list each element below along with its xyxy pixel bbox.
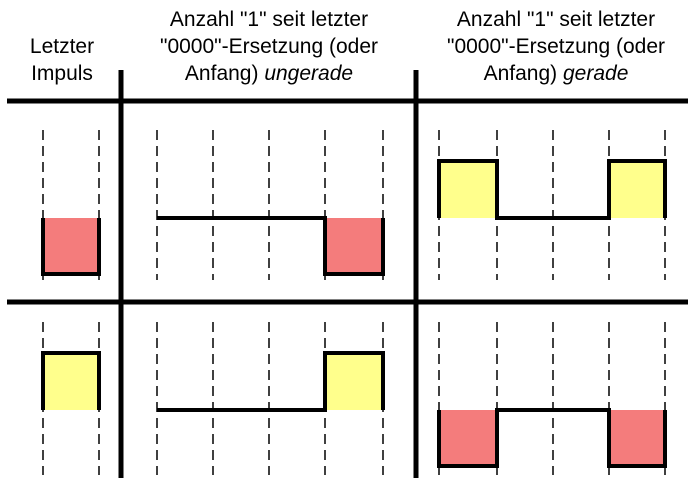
waveform-row2-odd bbox=[157, 351, 385, 412]
header-last-pulse-line2: Impuls bbox=[31, 62, 93, 85]
negative-pulse-fill bbox=[609, 410, 665, 466]
negative-pulse-fill bbox=[439, 410, 497, 466]
header-even-line3-italic: gerade bbox=[563, 62, 629, 85]
header-even-line1: Anzahl "1" seit letzter bbox=[456, 8, 656, 31]
negative-pulse-fill bbox=[43, 218, 99, 274]
waveform-row1-odd bbox=[157, 216, 385, 276]
waveform-row2-even bbox=[437, 408, 667, 468]
header-odd-line2: "0000"-Ersetzung (oder bbox=[159, 35, 379, 58]
positive-pulse-fill bbox=[43, 353, 99, 410]
header-even-line2: "0000"-Ersetzung (oder bbox=[446, 35, 666, 58]
header-even-count: Anzahl "1" seit letzter "0000"-Ersetzung… bbox=[412, 6, 700, 87]
pulse-fills bbox=[43, 161, 665, 466]
header-odd-count: Anzahl "1" seit letzter "0000"-Ersetzung… bbox=[122, 6, 416, 87]
waveform-row2-last bbox=[41, 351, 101, 410]
clock-lines-row2 bbox=[42, 322, 666, 475]
header-last-pulse-line1: Letzter bbox=[29, 35, 95, 58]
grid-lines bbox=[7, 70, 688, 478]
waveform-row1-last bbox=[41, 218, 101, 276]
positive-pulse-fill bbox=[325, 353, 383, 410]
positive-pulse-fill bbox=[609, 161, 665, 218]
header-odd-line1: Anzahl "1" seit letzter bbox=[169, 8, 369, 31]
waveform-row1-even bbox=[437, 159, 667, 220]
header-odd-line3-plain: Anfang) bbox=[184, 62, 265, 85]
header-even-line3-plain: Anfang) bbox=[483, 62, 563, 85]
positive-pulse-fill bbox=[439, 161, 497, 218]
clock-lines-row1 bbox=[42, 130, 666, 280]
waveforms bbox=[41, 159, 667, 468]
header-odd-line3-italic: ungerade bbox=[264, 62, 354, 85]
header-even-line3: Anfang) gerade bbox=[412, 60, 700, 87]
header-last-pulse: Letzter Impuls bbox=[12, 33, 112, 87]
negative-pulse-fill bbox=[325, 218, 383, 274]
header-odd-line3: Anfang) ungerade bbox=[122, 60, 416, 87]
